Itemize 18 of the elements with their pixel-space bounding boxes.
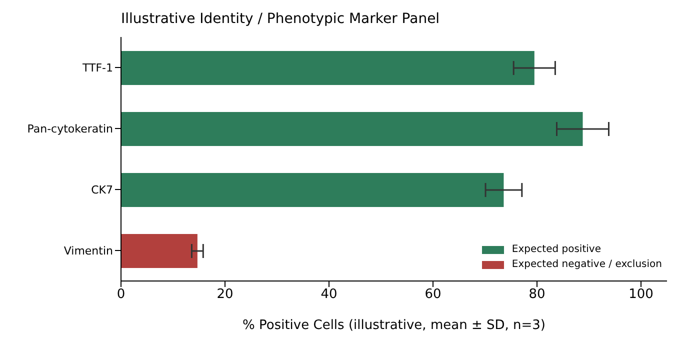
x-axis-title: % Positive Cells (illustrative, mean ± SD, n=3) <box>242 318 546 333</box>
x-tick-label: 20 <box>216 287 234 302</box>
x-tick-label: 60 <box>424 287 442 302</box>
bar <box>121 173 504 207</box>
bar <box>121 234 198 268</box>
y-tick-label: Vimentin <box>64 244 114 258</box>
y-tick-label: Pan-cytokeratin <box>27 122 114 136</box>
y-tick-label: TTF-1 <box>81 61 113 74</box>
bar <box>121 112 583 146</box>
chart-title: Illustrative Identity / Phenotypic Marker Panel <box>121 10 441 29</box>
y-tick-label: CK7 <box>91 183 113 196</box>
x-tick-label: 40 <box>320 287 338 302</box>
x-tick-label: 100 <box>628 287 654 302</box>
x-tick-label: 0 <box>116 287 126 302</box>
legend-label: Expected negative / exclusion <box>512 259 662 270</box>
x-tick-label: 80 <box>528 287 546 302</box>
legend-label: Expected positive <box>512 244 601 255</box>
bar <box>121 51 534 85</box>
